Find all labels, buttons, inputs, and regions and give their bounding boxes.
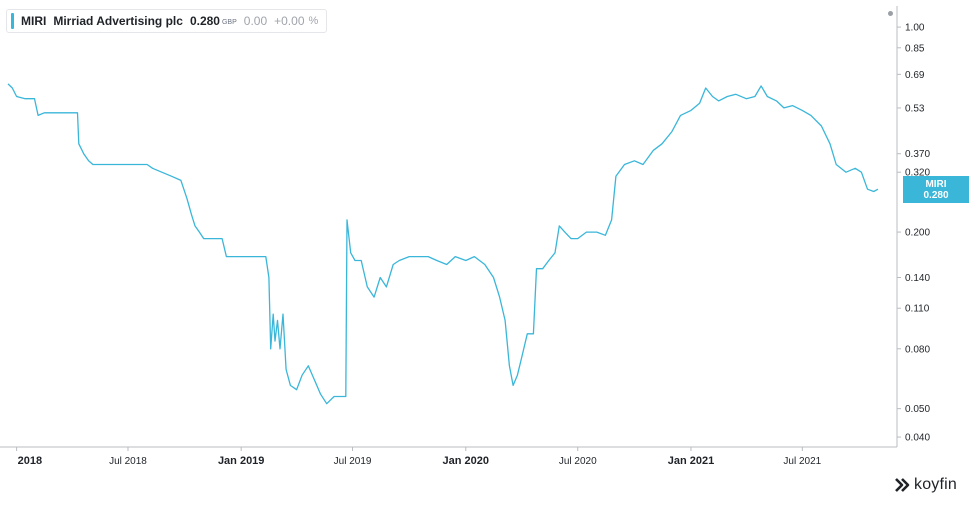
x-tick-label: Jul 2018 bbox=[109, 456, 147, 467]
brand-name: koyfin bbox=[914, 476, 957, 493]
legend-change: 0.00 bbox=[243, 14, 268, 28]
price-tag-ticker: MIRI bbox=[925, 178, 947, 190]
y-tick-label: 0.320 bbox=[905, 168, 930, 179]
legend-ticker: MIRI bbox=[21, 14, 47, 28]
y-tick-label: 0.200 bbox=[905, 228, 930, 239]
last-price-tag: MIRI 0.280 bbox=[903, 176, 969, 203]
y-tick-label: 0.53 bbox=[905, 103, 925, 114]
series-plot bbox=[7, 83, 879, 405]
chart-options-icon[interactable] bbox=[888, 11, 893, 16]
x-tick-label: Jan 2020 bbox=[443, 455, 489, 467]
y-tick-label: 0.080 bbox=[905, 344, 930, 355]
y-axis: 1.00 0.85 0.69 0.53 0.370 0.320 0.200 0.140 0.11… bbox=[896, 6, 930, 447]
y-tick-label: 0.110 bbox=[905, 304, 930, 315]
y-tick-label: 0.040 bbox=[905, 433, 930, 444]
legend-change-pct: +0.00 bbox=[274, 14, 305, 28]
y-tick-label: 0.050 bbox=[905, 404, 930, 415]
y-tick-label: 0.85 bbox=[905, 43, 925, 54]
x-tick-label: Jul 2021 bbox=[783, 456, 821, 467]
legend-pct-sign: % bbox=[308, 15, 319, 27]
series-legend[interactable]: MIRI Mirriad Advertising plc 0.280 GBP 0… bbox=[6, 9, 328, 33]
legend-currency: GBP bbox=[221, 19, 237, 26]
x-tick-label: Jul 2020 bbox=[559, 456, 597, 467]
legend-price: 0.280 bbox=[189, 14, 220, 28]
x-tick-label: Jul 2019 bbox=[334, 456, 372, 467]
series-color-swatch bbox=[11, 13, 14, 29]
x-axis: 2018 Jul 2018 Jan 2019 Jul 2019 Jan 2020 Jul … bbox=[0, 446, 897, 467]
x-tick-label: 2018 bbox=[18, 455, 42, 467]
y-tick-label: 0.140 bbox=[905, 273, 930, 284]
legend-company-name: Mirriad Advertising plc bbox=[53, 14, 183, 28]
series-line-miri bbox=[7, 83, 879, 405]
x-tick-label: Jan 2021 bbox=[668, 455, 714, 467]
y-tick-label: 0.69 bbox=[905, 70, 925, 81]
price-tag-value: 0.280 bbox=[923, 189, 949, 201]
brand-logo: koyfin bbox=[893, 476, 957, 494]
y-tick-label: 1.00 bbox=[905, 23, 925, 34]
x-tick-label: Jan 2019 bbox=[218, 455, 264, 467]
koyfin-logo-icon bbox=[895, 478, 910, 492]
y-tick-label: 0.370 bbox=[905, 149, 930, 160]
